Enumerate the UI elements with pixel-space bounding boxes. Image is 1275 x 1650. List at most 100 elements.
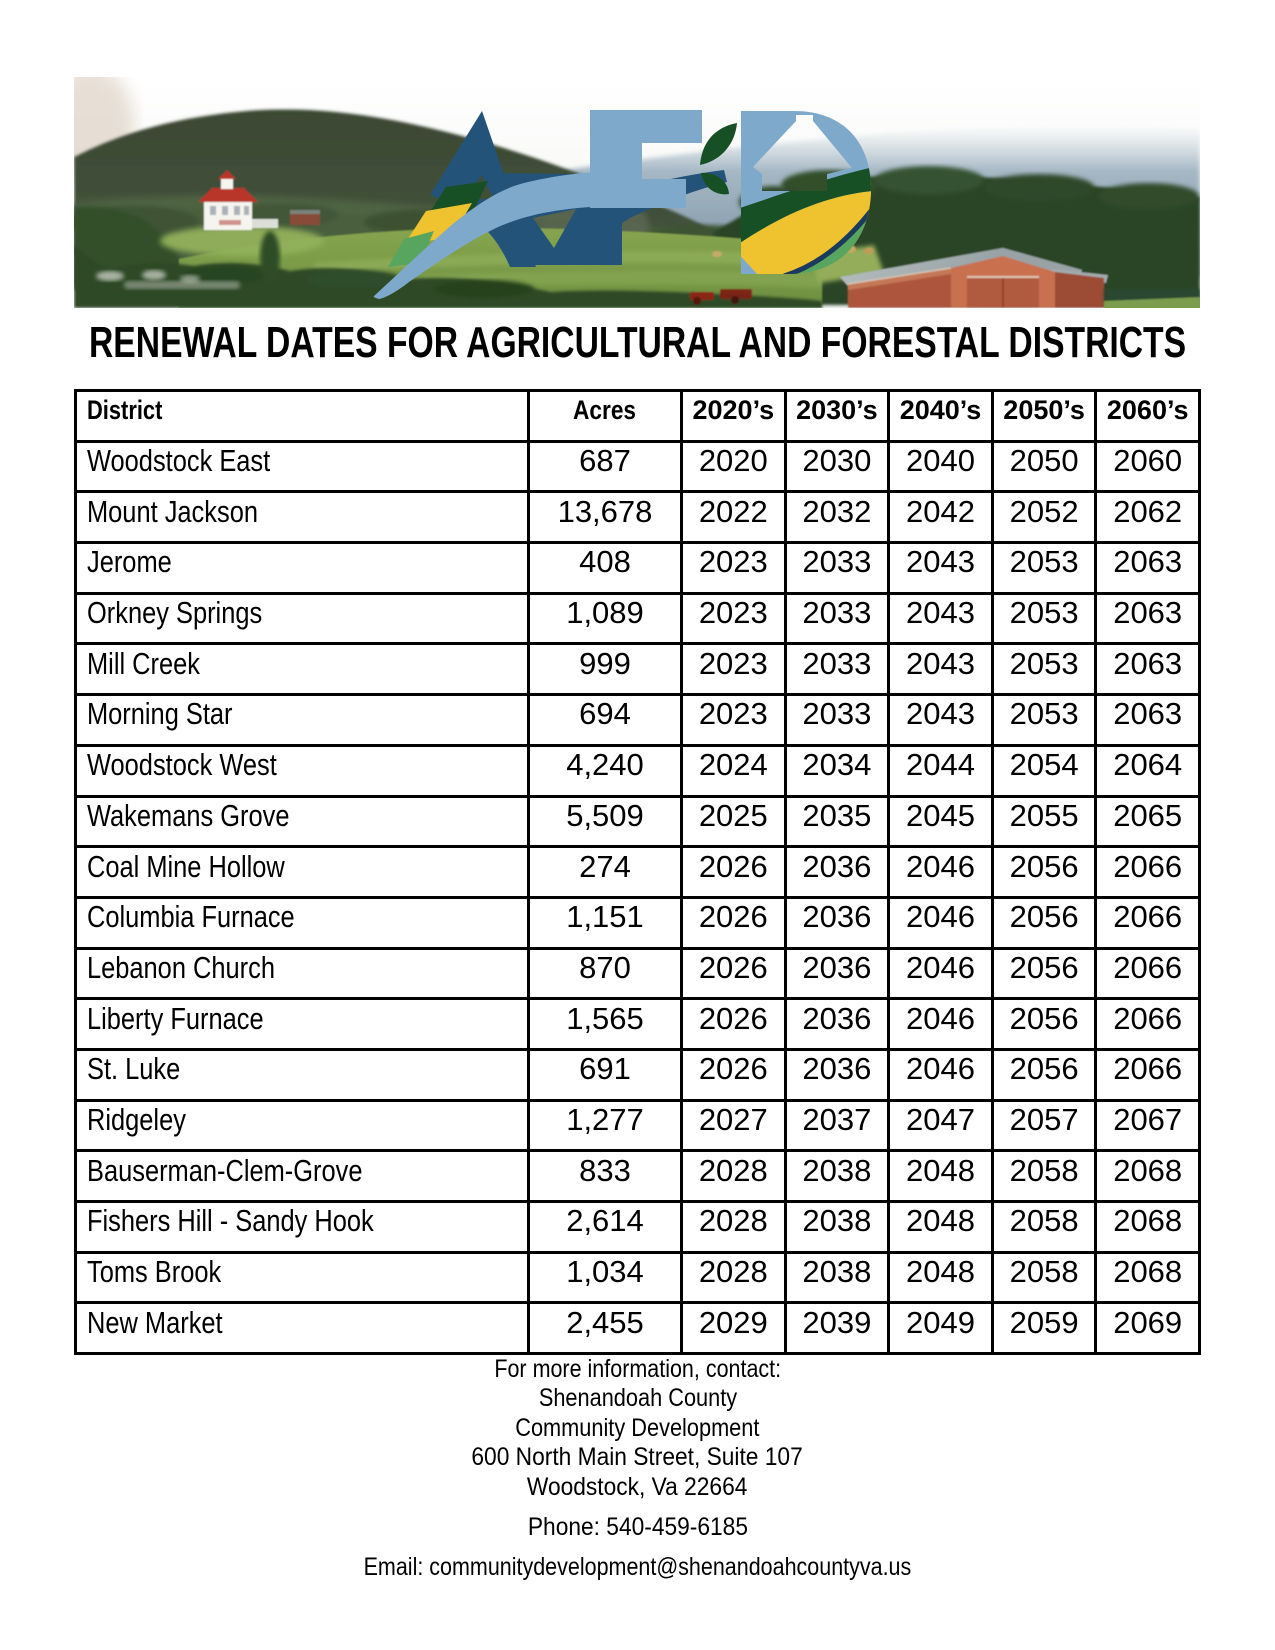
hay-bale — [864, 247, 874, 255]
cell-renewal: 2047 — [890, 1101, 991, 1150]
cell-renewal: 2026 — [683, 1050, 784, 1099]
cell-acres: 1,151 — [530, 898, 680, 947]
cell-acres: 2,455 — [530, 1304, 680, 1353]
cell-renewal: 2060 — [1097, 442, 1198, 491]
cell-district: Morning Star — [77, 696, 527, 744]
cell-renewal: 2068 — [1097, 1253, 1198, 1302]
cell-district: Mill Creek — [77, 645, 527, 694]
logo-a-lightgreen-band — [388, 231, 434, 267]
cell-renewal: 2056 — [993, 1050, 1095, 1099]
cell-renewal: 2023 — [683, 645, 784, 694]
cell-district: Jerome — [77, 544, 527, 592]
cell-acres: 13,678 — [530, 493, 680, 542]
cell-acres: 687 — [530, 442, 680, 491]
logo-letter-f — [590, 110, 702, 208]
cell-renewal: 2028 — [683, 1152, 784, 1200]
cell-renewal: 2062 — [1097, 493, 1198, 542]
contact-line: 600 North Main Street, Suite 107 — [471, 1443, 804, 1472]
cell-district: Columbia Furnace — [77, 898, 527, 947]
cell-acres: 833 — [530, 1152, 680, 1200]
cell-renewal: 2020 — [683, 442, 784, 491]
cell-renewal: 2050 — [993, 442, 1095, 491]
contact-line: Woodstock, Va 22664 — [527, 1472, 748, 1501]
cell-renewal: 2023 — [683, 696, 784, 744]
cell-renewal: 2038 — [786, 1203, 888, 1251]
col-header-acres: Acres — [530, 392, 680, 440]
page-title-text: RENEWAL DATES FOR AGRICULTURAL AND FORES… — [89, 317, 1187, 367]
cell-acres: 694 — [530, 696, 680, 744]
col-header-district: District — [77, 392, 527, 440]
header-photo — [74, 77, 1200, 308]
cell-acres: 5,509 — [530, 797, 680, 846]
cell-renewal: 2035 — [786, 797, 888, 846]
cell-renewal: 2046 — [890, 949, 991, 998]
cell-renewal: 2066 — [1097, 848, 1198, 896]
cell-renewal: 2033 — [786, 696, 888, 744]
logo-swoosh-blue — [373, 172, 595, 299]
cell-renewal: 2058 — [993, 1152, 1095, 1200]
lawn-highlight — [160, 226, 324, 256]
cell-renewal: 2056 — [993, 848, 1095, 896]
contact-email: Email: communitydevelopment@shenandoahco… — [363, 1552, 912, 1581]
cell-acres: 1,277 — [530, 1101, 680, 1150]
cell-acres: 999 — [530, 645, 680, 694]
renewal-table: District Acres 2020’s 2030’s 2040’s 2050’s 206… — [74, 389, 1201, 1356]
cell-renewal: 2069 — [1097, 1304, 1198, 1353]
cell-renewal: 2029 — [683, 1304, 784, 1353]
cell-renewal: 2066 — [1097, 949, 1198, 998]
col-header-decade: 2050’s — [993, 392, 1095, 440]
cell-renewal: 2053 — [993, 544, 1095, 592]
cell-acres: 2,614 — [530, 1203, 680, 1251]
contact-line: Shenandoah County — [538, 1384, 737, 1413]
road-stripe — [124, 281, 240, 289]
cell-renewal: 2068 — [1097, 1152, 1198, 1200]
cell-district: Woodstock East — [77, 442, 527, 491]
cell-renewal: 2023 — [683, 594, 784, 643]
cell-renewal: 2056 — [993, 949, 1095, 998]
cell-district: Coal Mine Hollow — [77, 848, 527, 896]
cell-renewal: 2066 — [1097, 898, 1198, 947]
distant-building — [96, 271, 124, 281]
cell-renewal: 2036 — [786, 1050, 888, 1099]
cell-renewal: 2033 — [786, 645, 888, 694]
cell-acres: 1,565 — [530, 1000, 680, 1048]
hay-bale — [712, 251, 722, 257]
cell-renewal: 2039 — [786, 1304, 888, 1353]
cell-renewal: 2038 — [786, 1152, 888, 1200]
cell-renewal: 2046 — [890, 848, 991, 896]
cell-renewal: 2056 — [993, 1000, 1095, 1048]
cell-district: Wakemans Grove — [77, 797, 527, 846]
cell-renewal: 2028 — [683, 1203, 784, 1251]
tractor — [690, 289, 752, 305]
cell-renewal: 2052 — [993, 493, 1095, 542]
cell-renewal: 2055 — [993, 797, 1095, 846]
cell-renewal: 2042 — [890, 493, 991, 542]
cell-renewal: 2023 — [683, 544, 784, 592]
cell-renewal: 2059 — [993, 1304, 1095, 1353]
cell-renewal: 2043 — [890, 544, 991, 592]
cell-renewal: 2036 — [786, 848, 888, 896]
cell-district: Woodstock West — [77, 746, 527, 795]
cell-renewal: 2057 — [993, 1101, 1095, 1150]
cell-renewal: 2068 — [1097, 1203, 1198, 1251]
cell-renewal: 2049 — [890, 1304, 991, 1353]
page-title: RENEWAL DATES FOR AGRICULTURAL AND FORES… — [89, 317, 1275, 367]
cell-renewal: 2036 — [786, 949, 888, 998]
cell-renewal: 2046 — [890, 1000, 991, 1048]
cell-renewal: 2067 — [1097, 1101, 1198, 1150]
cell-acres: 1,034 — [530, 1253, 680, 1302]
cell-renewal: 2065 — [1097, 797, 1198, 846]
cell-renewal: 2034 — [786, 746, 888, 795]
cell-renewal: 2026 — [683, 1000, 784, 1048]
cell-renewal: 2053 — [993, 696, 1095, 744]
cell-acres: 1,089 — [530, 594, 680, 643]
col-header-decade: 2060’s — [1097, 392, 1198, 440]
cell-renewal: 2022 — [683, 493, 784, 542]
cell-district: Mount Jackson — [77, 493, 527, 542]
afd-logo — [373, 110, 871, 299]
cell-acres: 274 — [530, 848, 680, 896]
col-header-decade: 2040’s — [890, 392, 991, 440]
cell-renewal: 2043 — [890, 696, 991, 744]
cell-renewal: 2032 — [786, 493, 888, 542]
